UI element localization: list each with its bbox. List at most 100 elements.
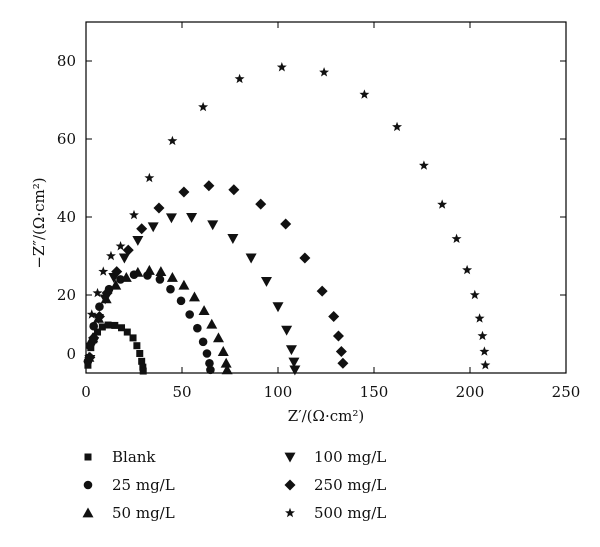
legend-label: Blank	[112, 448, 156, 466]
legend-marker-diamond	[284, 479, 296, 491]
x-axis-label: Z′/(Ω·cm²)	[288, 407, 364, 425]
series-3	[84, 212, 301, 376]
data-point-square	[123, 328, 131, 336]
data-point-triangle-down	[186, 212, 198, 223]
data-point-diamond	[122, 244, 134, 256]
data-point-star	[451, 233, 462, 244]
data-point-star	[144, 172, 155, 183]
data-point-triangle	[143, 264, 155, 275]
legend-label: 500 mg/L	[314, 504, 386, 522]
data-point-star	[106, 250, 116, 261]
legend-label: 25 mg/L	[112, 476, 175, 494]
data-point-star	[392, 121, 402, 132]
legend-marker-star	[285, 507, 295, 518]
data-point-star	[129, 209, 139, 220]
plot-area-border	[85, 21, 567, 374]
data-point-triangle-down	[260, 276, 272, 287]
data-point-triangle	[206, 318, 218, 329]
series-5	[86, 62, 491, 370]
legend-label: 250 mg/L	[314, 476, 386, 494]
data-point-diamond	[153, 202, 165, 214]
data-point-square	[129, 334, 137, 342]
axis-ticks: 0 50 100 150 200 250 0 20 40 60 80	[57, 22, 580, 401]
data-point-triangle	[198, 305, 210, 315]
data-point-triangle	[188, 291, 200, 302]
y-tick-label: 20	[57, 286, 76, 304]
data-point-circle	[89, 321, 98, 331]
data-point-star	[276, 62, 287, 72]
data-point-triangle	[120, 271, 132, 282]
legend-label: 50 mg/L	[112, 504, 175, 522]
y-tick-label: 0	[66, 345, 76, 363]
data-point-square	[111, 321, 119, 329]
data-point-circle	[95, 302, 104, 312]
data-point-circle	[205, 358, 214, 368]
data-point-diamond	[93, 310, 105, 322]
data-point-triangle	[166, 271, 178, 282]
data-point-star	[474, 313, 485, 323]
data-point-circle	[206, 365, 215, 375]
data-point-star	[437, 199, 448, 209]
plot-frame	[85, 21, 567, 374]
data-point-triangle-down	[165, 213, 177, 224]
data-point-diamond	[136, 223, 148, 235]
y-axis-label: −Z″/(Ω·cm²)	[30, 177, 48, 268]
data-point-star	[92, 287, 103, 298]
series-4	[84, 180, 349, 369]
data-point-star	[462, 264, 473, 275]
legend-label: 100 mg/L	[314, 448, 386, 466]
data-point-triangle-down	[147, 222, 159, 233]
y-tick-label: 80	[57, 52, 76, 70]
data-point-triangle-down	[118, 253, 130, 264]
data-point-diamond	[203, 180, 215, 192]
data-point-diamond	[280, 218, 292, 230]
data-point-star	[98, 266, 109, 276]
data-point-triangle-down	[285, 345, 297, 356]
data-point-star	[479, 346, 490, 356]
legend: Blank 25 mg/L 50 mg/L 100 mg/L 250 mg/L 500 m…	[82, 448, 386, 522]
data-point-square	[104, 321, 112, 329]
x-tick-label: 200	[456, 383, 485, 401]
data-point-square	[94, 328, 102, 336]
data-point-star	[167, 135, 178, 146]
data-point-triangle-down	[207, 220, 219, 231]
x-tick-label: 150	[360, 383, 389, 401]
x-tick-label: 250	[552, 383, 581, 401]
data-point-star	[319, 67, 330, 77]
data-point-diamond	[255, 198, 267, 210]
data-point-circle	[166, 284, 175, 294]
data-point-square	[136, 350, 144, 357]
y-tick-label: 60	[57, 130, 76, 148]
data-point-circle	[193, 323, 202, 333]
data-point-diamond	[328, 310, 340, 322]
data-point-star	[86, 309, 97, 319]
data-point-square	[98, 323, 106, 331]
x-tick-label: 0	[81, 383, 91, 401]
data-point-circle	[185, 310, 194, 319]
data-point-square	[139, 363, 147, 371]
data-point-diamond	[111, 266, 123, 278]
legend-marker-triangle-down	[284, 452, 296, 463]
data-point-triangle	[110, 279, 122, 290]
legend-marker-triangle	[82, 507, 94, 518]
x-tick-label: 100	[264, 383, 293, 401]
data-point-triangle-down	[227, 234, 239, 244]
data-point-star	[359, 89, 370, 99]
data-point-diamond	[228, 184, 240, 196]
x-tick-label: 50	[172, 383, 191, 401]
data-point-square	[139, 367, 147, 375]
data-point-diamond	[316, 285, 328, 297]
data-points	[83, 62, 491, 376]
legend-marker-circle	[83, 480, 93, 490]
data-point-circle	[176, 296, 186, 306]
data-point-triangle-down	[245, 253, 257, 264]
data-point-triangle	[132, 266, 144, 277]
data-point-triangle-down	[288, 357, 300, 368]
data-point-star	[469, 289, 480, 300]
data-point-triangle	[221, 364, 233, 375]
data-point-triangle	[155, 266, 167, 276]
legend-marker-square	[84, 453, 92, 461]
data-point-circle	[155, 275, 165, 284]
data-point-diamond	[178, 186, 190, 198]
